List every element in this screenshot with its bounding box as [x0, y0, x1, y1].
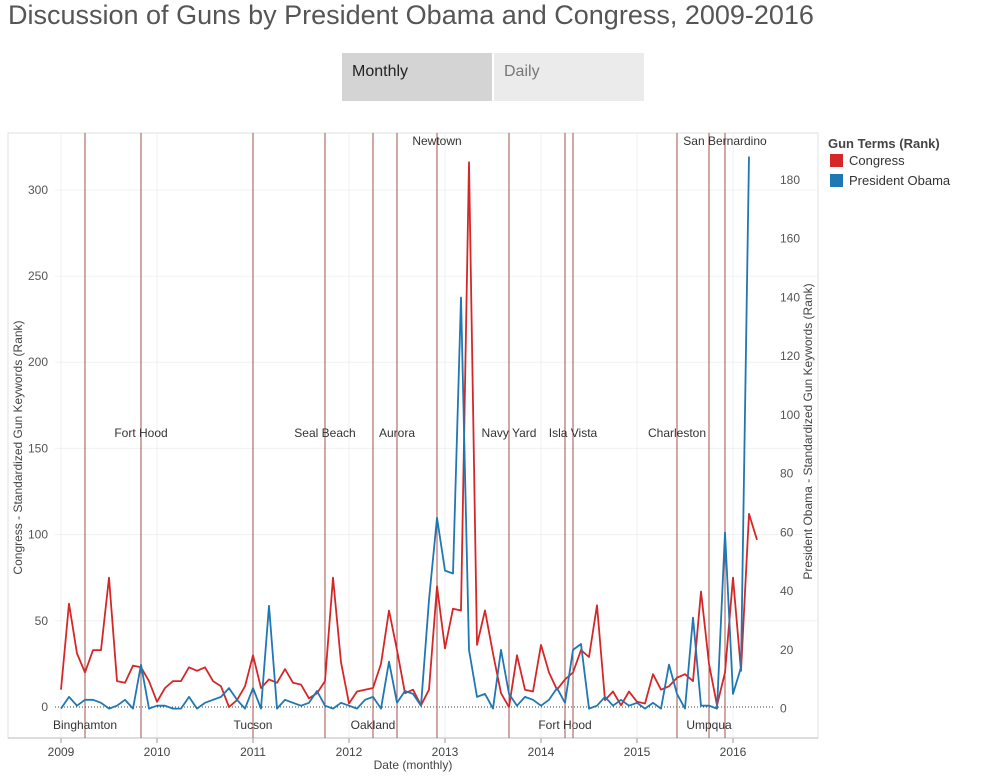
x-tick-label: 2009: [48, 745, 75, 759]
page-title: Discussion of Guns by President Obama an…: [8, 0, 814, 30]
x-tick-label: 2010: [144, 745, 171, 759]
y-tick-label-right: 60: [780, 525, 794, 539]
y-tick-label-right: 100: [780, 408, 800, 422]
legend-item-congress[interactable]: Congress: [830, 153, 905, 168]
x-tick-label: 2011: [240, 745, 266, 759]
x-tick-label: 2012: [336, 745, 363, 759]
x-axis-title: Date (monthly): [374, 758, 453, 772]
y-tick-label-right: 180: [780, 173, 800, 187]
event-label: Isla Vista: [549, 426, 598, 440]
y-axis-title-left: Congress - Standardized Gun Keywords (Ra…: [11, 320, 25, 574]
event-label: Charleston: [648, 426, 706, 440]
legend-swatch-president-obama: [830, 174, 843, 187]
event-label: Tucson: [234, 718, 273, 732]
y-tick-label-right: 140: [780, 290, 800, 304]
y-tick-label-left: 300: [28, 183, 48, 197]
y-tick-label-left: 0: [41, 700, 48, 714]
y-tick-label-right: 120: [780, 349, 800, 363]
y-tick-label-right: 0: [780, 702, 787, 716]
y-tick-label-right: 80: [780, 467, 794, 481]
y-tick-label-left: 100: [28, 528, 48, 542]
event-label: Seal Beach: [294, 426, 355, 440]
legend-title: Gun Terms (Rank): [828, 136, 940, 151]
legend-item-president-obama[interactable]: President Obama: [830, 173, 950, 188]
x-tick-label: 2014: [528, 745, 555, 759]
event-label: Umpqua: [686, 718, 732, 732]
event-label: Binghamton: [53, 718, 117, 732]
x-tick-label: 2015: [624, 745, 651, 759]
y-tick-label-right: 160: [780, 232, 800, 246]
y-tick-label-left: 150: [28, 441, 48, 455]
legend-label-president-obama: President Obama: [849, 173, 951, 188]
x-tick-label: 2013: [432, 745, 459, 759]
event-label: Newtown: [412, 134, 461, 148]
event-label: Oakland: [351, 718, 396, 732]
y-tick-label-left: 250: [28, 269, 48, 283]
tab-daily[interactable]: Daily: [494, 53, 644, 101]
y-axis-title-right: President Obama - Standardized Gun Keywo…: [801, 283, 815, 579]
legend-label-congress: Congress: [849, 153, 905, 168]
tab-monthly[interactable]: Monthly: [342, 53, 492, 101]
x-tick-label: 2016: [720, 745, 747, 759]
event-label: San Bernardino: [683, 134, 767, 148]
event-label: Fort Hood: [114, 426, 167, 440]
y-tick-label-left: 50: [35, 614, 49, 628]
event-label: Navy Yard: [482, 426, 537, 440]
event-label: Fort Hood: [538, 718, 591, 732]
y-tick-label-left: 200: [28, 355, 48, 369]
y-tick-label-right: 40: [780, 584, 794, 598]
legend-swatch-congress: [830, 154, 843, 167]
event-label: Aurora: [379, 426, 415, 440]
y-tick-label-right: 20: [780, 643, 794, 657]
series-line-congress: [60, 161, 758, 708]
series-line-president-obama: [60, 156, 750, 710]
